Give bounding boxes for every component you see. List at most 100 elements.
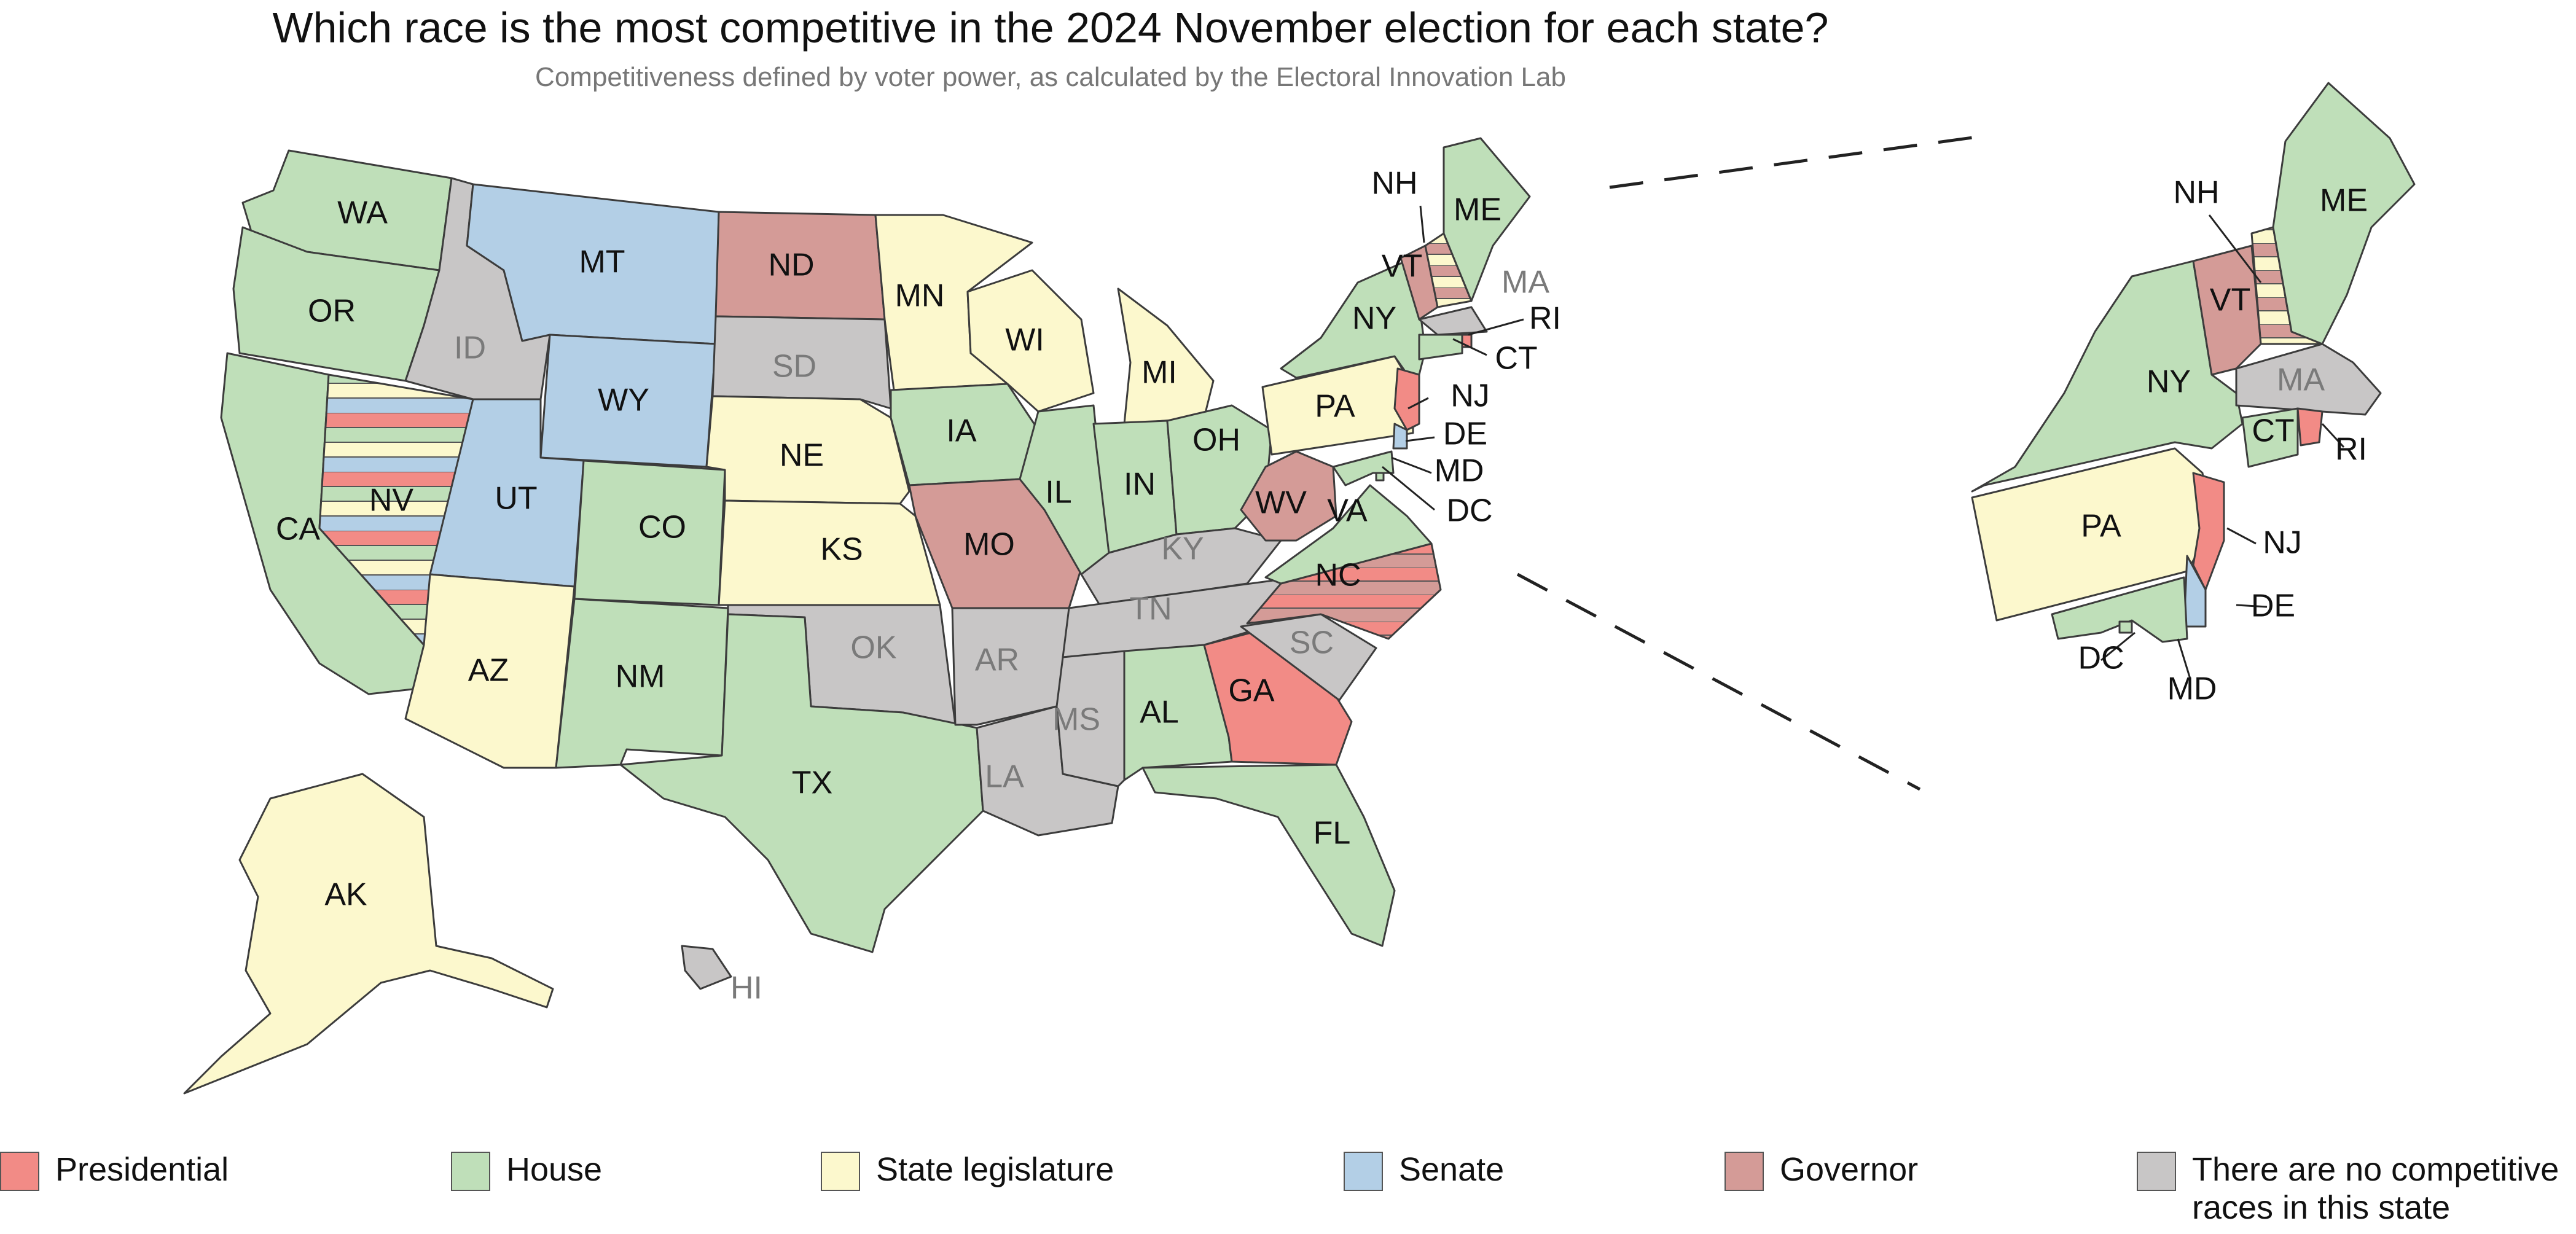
legend-item-presidential: Presidential (0, 1150, 229, 1191)
inset-label-pa: PA (2081, 509, 2121, 544)
label-wy: WY (598, 383, 649, 418)
inset-leader-dc (2100, 631, 2136, 662)
leader-md (1391, 456, 1432, 474)
state-me (1443, 137, 1531, 302)
inset-state-ny (1971, 260, 2244, 493)
map-decorations (1382, 133, 2345, 791)
state-shapes (183, 82, 2416, 1095)
legend-item-none: There are no competitive races in this s… (2137, 1150, 2576, 1227)
label-mn: MN (895, 278, 945, 314)
inset-state-vt (2192, 244, 2262, 376)
legend-item-senate: Senate (1344, 1150, 1504, 1191)
state-ct (1418, 334, 1463, 361)
label-ct: CT (1495, 341, 1537, 377)
page-title: Which race is the most competitive in th… (272, 4, 1829, 52)
leader-dc (1382, 466, 1435, 511)
label-sd: SD (772, 349, 816, 385)
senate-swatch (1344, 1152, 1383, 1191)
label-mo: MO (963, 527, 1015, 563)
inset-leader-nj (2226, 527, 2257, 545)
state-va (1264, 484, 1433, 585)
label-al: AL (1140, 695, 1179, 730)
state-sd (711, 315, 892, 410)
state-ak (183, 773, 554, 1095)
inset-state-ct (2241, 407, 2299, 468)
label-in: IN (1124, 467, 1156, 502)
label-ma: MA (1501, 265, 1549, 300)
label-co: CO (638, 510, 686, 545)
state-de (1392, 423, 1408, 450)
label-ia: IA (946, 413, 976, 449)
label-nm: NM (616, 659, 665, 695)
label-oh: OH (1192, 423, 1240, 458)
state-wv (1240, 450, 1337, 542)
inset-label-ct: CT (2252, 413, 2294, 449)
label-nh: NH (1371, 166, 1417, 201)
legend-label-presidential: Presidential (55, 1151, 229, 1188)
legend-item-state-legislature: State legislature (821, 1150, 1114, 1191)
state-wi (966, 269, 1095, 413)
state-legislature-swatch (821, 1152, 860, 1191)
label-nj: NJ (1450, 378, 1490, 414)
leader-nj (1407, 397, 1429, 410)
label-ut: UT (495, 481, 537, 517)
state-tn (1062, 576, 1298, 658)
label-nv: NV (369, 483, 414, 518)
label-pa: PA (1315, 389, 1355, 424)
state-hi (681, 945, 732, 990)
inset-leader-md (2177, 638, 2191, 679)
state-tx (619, 613, 984, 953)
legend-label-house: House (506, 1151, 603, 1188)
house-swatch (451, 1152, 490, 1191)
inset-label-vt: VT (2210, 283, 2250, 318)
inset-label-ny: NY (2147, 364, 2191, 400)
inset-connector-bottom (1516, 572, 1921, 791)
label-wa: WA (337, 195, 388, 231)
inset-leader-nh (2208, 214, 2262, 283)
label-wv: WV (1255, 485, 1307, 521)
label-ne: NE (780, 438, 824, 474)
label-ky: KY (1161, 531, 1204, 567)
label-ak: AK (324, 877, 367, 913)
state-nj (1393, 367, 1420, 431)
label-la: LA (985, 759, 1024, 795)
label-nd: ND (768, 248, 814, 283)
inset-state-ma (2235, 343, 2382, 416)
inset-state-me (2272, 82, 2416, 345)
label-dc: DC (1446, 493, 1492, 529)
label-nc: NC (1315, 558, 1361, 593)
governor-swatch (1725, 1152, 1764, 1191)
legend-label-state-legislature: State legislature (876, 1151, 1114, 1188)
presidential-swatch (0, 1152, 39, 1191)
label-tx: TX (792, 765, 832, 801)
us-map: WA OR CA NV ID MT WY UT AZ CO NM ND SD NE KS OK TX MN IA MO… (183, 82, 2416, 1095)
label-wi: WI (1005, 322, 1044, 358)
label-fl: FL (1313, 816, 1351, 851)
inset-state-md (2051, 576, 2188, 643)
label-ca: CA (276, 512, 321, 547)
page-subtitle: Competitiveness defined by voter power, … (535, 62, 1566, 92)
label-ar: AR (975, 642, 1019, 678)
inset-connector-top (1609, 133, 1991, 189)
inset-label-de: DE (2251, 588, 2295, 624)
label-az: AZ (468, 653, 509, 689)
label-me: ME (1454, 192, 1501, 228)
legend-label-senate: Senate (1399, 1151, 1505, 1188)
inset-label-ma: MA (2277, 362, 2325, 398)
legend-label-none: There are no competitive races in this s… (2192, 1151, 2559, 1226)
inset-label-me: ME (2320, 183, 2368, 219)
label-ny: NY (1352, 301, 1396, 337)
inset-label-nh: NH (2173, 175, 2219, 211)
leader-de (1405, 436, 1435, 442)
leader-ri (1468, 318, 1524, 336)
label-or: OR (308, 294, 356, 329)
label-ga: GA (1228, 673, 1274, 709)
state-ma (1418, 306, 1488, 336)
label-mt: MT (579, 244, 625, 280)
inset-state-dc (2118, 620, 2133, 634)
label-ri: RI (1529, 301, 1561, 337)
legend-item-governor: Governor (1725, 1150, 1918, 1191)
label-md: MD (1435, 453, 1484, 489)
legend: Presidential House State legislature Sen… (0, 1139, 2576, 1232)
state-dc (1375, 472, 1385, 482)
